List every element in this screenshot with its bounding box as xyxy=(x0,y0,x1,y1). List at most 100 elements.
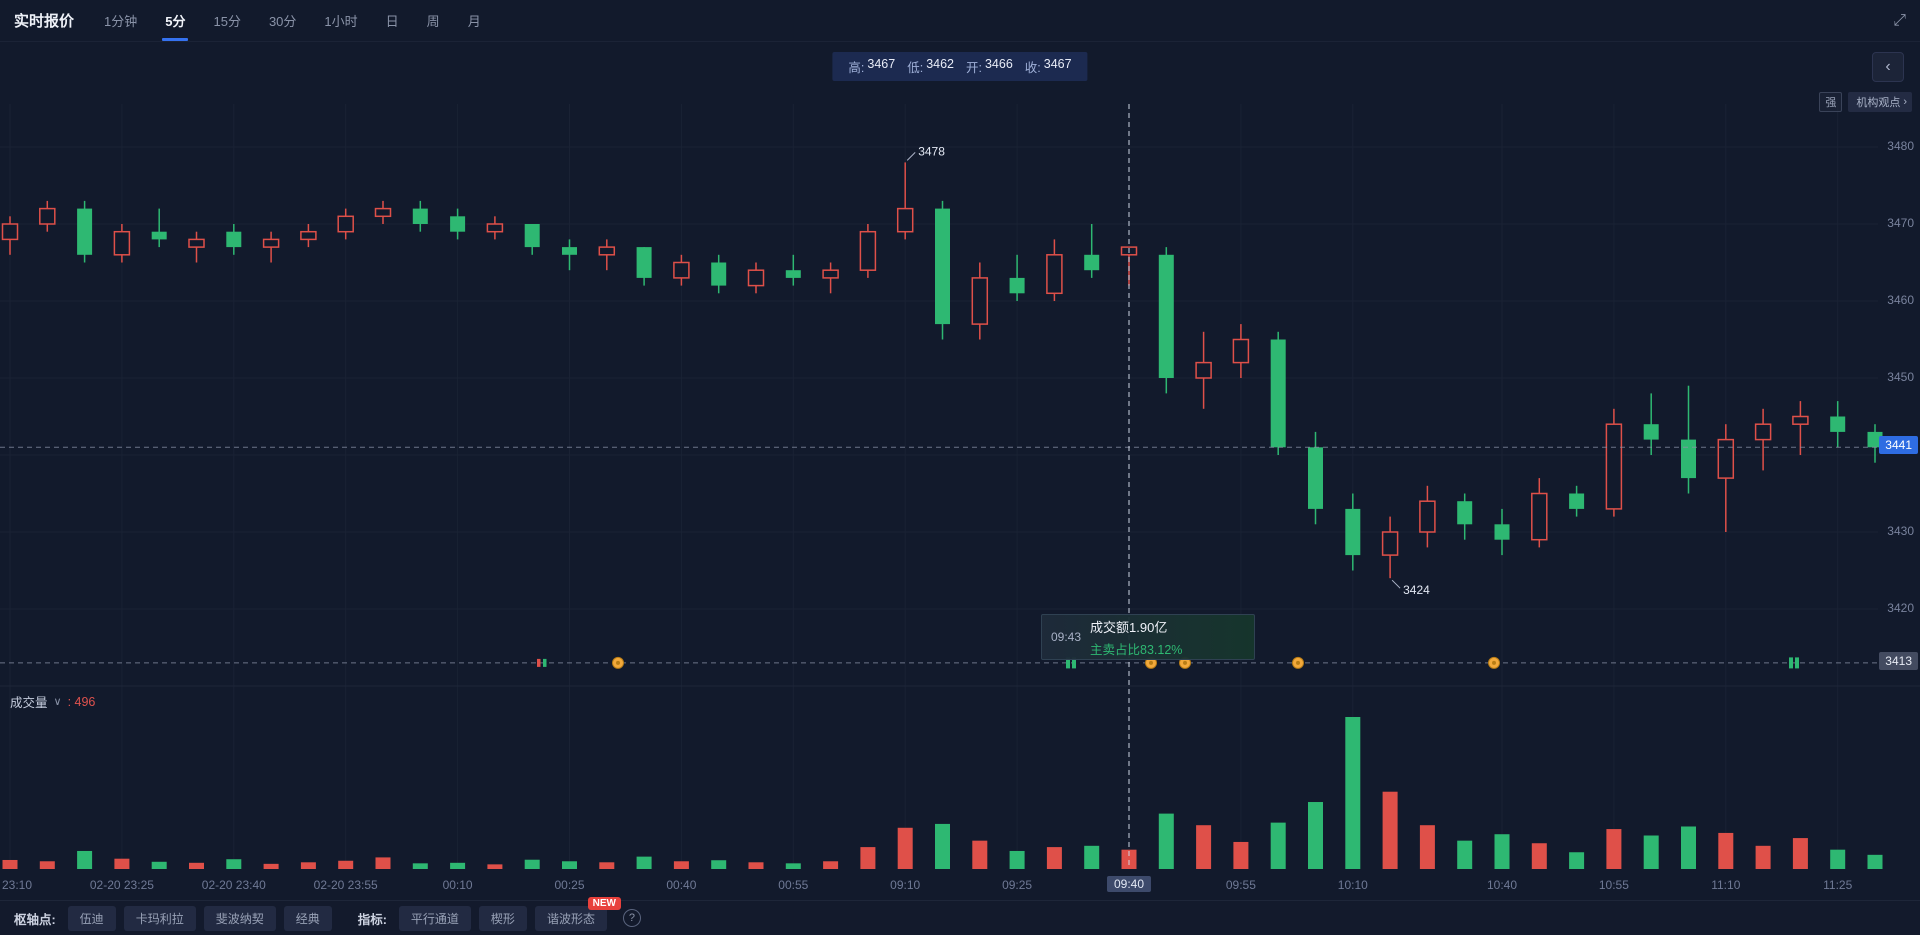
volume-bar[interactable] xyxy=(935,823,950,869)
candle[interactable] xyxy=(374,200,392,224)
timeframe-tab[interactable]: 周 xyxy=(426,14,440,29)
candle[interactable] xyxy=(1681,385,1696,494)
volume-bar[interactable] xyxy=(1792,838,1808,869)
signal-bars-marker[interactable] xyxy=(1789,657,1799,669)
candle[interactable] xyxy=(1,216,19,255)
volume-bar[interactable] xyxy=(151,861,167,869)
volume-bar[interactable] xyxy=(860,847,876,869)
volume-bar[interactable] xyxy=(1121,849,1137,869)
candle[interactable] xyxy=(1605,408,1623,517)
timeframe-tab[interactable]: 15分 xyxy=(213,14,241,29)
volume-bar[interactable] xyxy=(1009,850,1025,869)
candle[interactable] xyxy=(935,200,950,340)
candle[interactable] xyxy=(1792,401,1809,455)
candle[interactable] xyxy=(1830,401,1846,448)
candle[interactable] xyxy=(39,200,56,232)
candle[interactable] xyxy=(1457,493,1473,540)
candle[interactable] xyxy=(1345,493,1361,571)
candle[interactable] xyxy=(822,262,839,294)
candle[interactable] xyxy=(486,216,504,240)
candle[interactable] xyxy=(971,262,989,340)
candle[interactable] xyxy=(562,239,577,271)
volume-bar[interactable] xyxy=(1308,802,1323,869)
volume-bar[interactable] xyxy=(1084,845,1100,869)
pivot-button[interactable]: 伍迪 xyxy=(67,905,116,931)
candle[interactable] xyxy=(1531,478,1548,548)
candle[interactable] xyxy=(859,224,877,278)
candle[interactable] xyxy=(188,231,205,263)
institution-view-button[interactable]: 机构观点 › xyxy=(1848,92,1912,112)
volume-bar[interactable] xyxy=(1494,834,1510,869)
candle[interactable] xyxy=(1158,247,1174,394)
volume-bar[interactable] xyxy=(1867,854,1883,869)
volume-bar[interactable] xyxy=(524,859,540,869)
candle[interactable] xyxy=(1195,331,1212,409)
candle[interactable] xyxy=(896,162,914,240)
volume-bar[interactable] xyxy=(1046,847,1062,869)
indicator-button[interactable]: 楔形 xyxy=(478,905,527,931)
candle[interactable] xyxy=(1084,224,1100,278)
volume-bar[interactable] xyxy=(823,861,839,869)
volume-bar[interactable] xyxy=(1643,835,1659,869)
volume-bar[interactable] xyxy=(785,863,801,869)
candle[interactable] xyxy=(1643,393,1659,455)
volume-bar[interactable] xyxy=(300,862,316,869)
candle[interactable] xyxy=(1419,485,1436,548)
indicator-button[interactable]: 平行通道 xyxy=(398,905,471,931)
pivot-button[interactable]: 经典 xyxy=(283,905,332,931)
candle[interactable] xyxy=(1754,408,1772,471)
volume-bar[interactable] xyxy=(972,840,988,869)
candle[interactable] xyxy=(1381,516,1399,579)
volume-bar[interactable] xyxy=(1681,826,1696,869)
candle[interactable] xyxy=(113,224,131,263)
volume-bar[interactable] xyxy=(2,859,18,869)
volume-bar[interactable] xyxy=(1419,825,1435,869)
collapse-panel-button[interactable]: ‹ xyxy=(1872,52,1904,82)
volume-bar[interactable] xyxy=(1270,822,1286,869)
candle[interactable] xyxy=(77,200,93,263)
volume-bar[interactable] xyxy=(1158,813,1174,869)
volume-bar[interactable] xyxy=(1755,845,1771,869)
timeframe-tab[interactable]: 5分 xyxy=(162,0,189,41)
volume-bar[interactable] xyxy=(375,857,391,869)
volume-bar[interactable] xyxy=(487,864,503,869)
candle[interactable] xyxy=(636,247,652,286)
candle[interactable] xyxy=(1232,324,1250,378)
timeframe-tab[interactable]: 日 xyxy=(385,14,399,29)
candle[interactable] xyxy=(1867,424,1883,463)
candle[interactable] xyxy=(262,231,280,263)
volume-bar[interactable] xyxy=(226,859,242,869)
candle[interactable] xyxy=(412,200,428,232)
volume-bar[interactable] xyxy=(1233,841,1249,869)
candle[interactable] xyxy=(1270,331,1286,455)
volume-bar[interactable] xyxy=(673,861,689,869)
timeframe-tab[interactable]: 月 xyxy=(467,14,481,29)
volume-bar[interactable] xyxy=(711,860,727,869)
candle[interactable] xyxy=(785,254,801,286)
volume-bar[interactable] xyxy=(114,858,130,869)
candle[interactable] xyxy=(524,224,540,255)
volume-bar[interactable] xyxy=(897,827,913,869)
volume-bar[interactable] xyxy=(412,863,428,869)
chevron-down-icon[interactable]: ∨ xyxy=(53,696,62,708)
signal-bars-marker[interactable] xyxy=(1066,657,1076,669)
volume-bar[interactable] xyxy=(599,862,615,869)
candle[interactable] xyxy=(747,262,765,294)
candle[interactable] xyxy=(226,224,242,255)
candle[interactable] xyxy=(1717,424,1735,532)
candle[interactable] xyxy=(151,208,167,248)
candle[interactable] xyxy=(300,224,317,248)
volume-bar[interactable] xyxy=(338,860,354,869)
pivot-button[interactable]: 斐波纳契 xyxy=(203,905,276,931)
candle[interactable] xyxy=(598,239,616,271)
volume-bar[interactable] xyxy=(39,861,55,869)
event-coin-marker[interactable] xyxy=(1145,656,1157,669)
volume-bar[interactable] xyxy=(1830,849,1846,869)
help-icon[interactable]: ? xyxy=(622,909,641,927)
volume-bar[interactable] xyxy=(636,856,652,869)
event-coin-marker[interactable] xyxy=(1292,656,1304,669)
volume-bar[interactable] xyxy=(77,850,93,869)
volume-bar[interactable] xyxy=(748,862,764,869)
candle[interactable] xyxy=(1308,431,1323,525)
